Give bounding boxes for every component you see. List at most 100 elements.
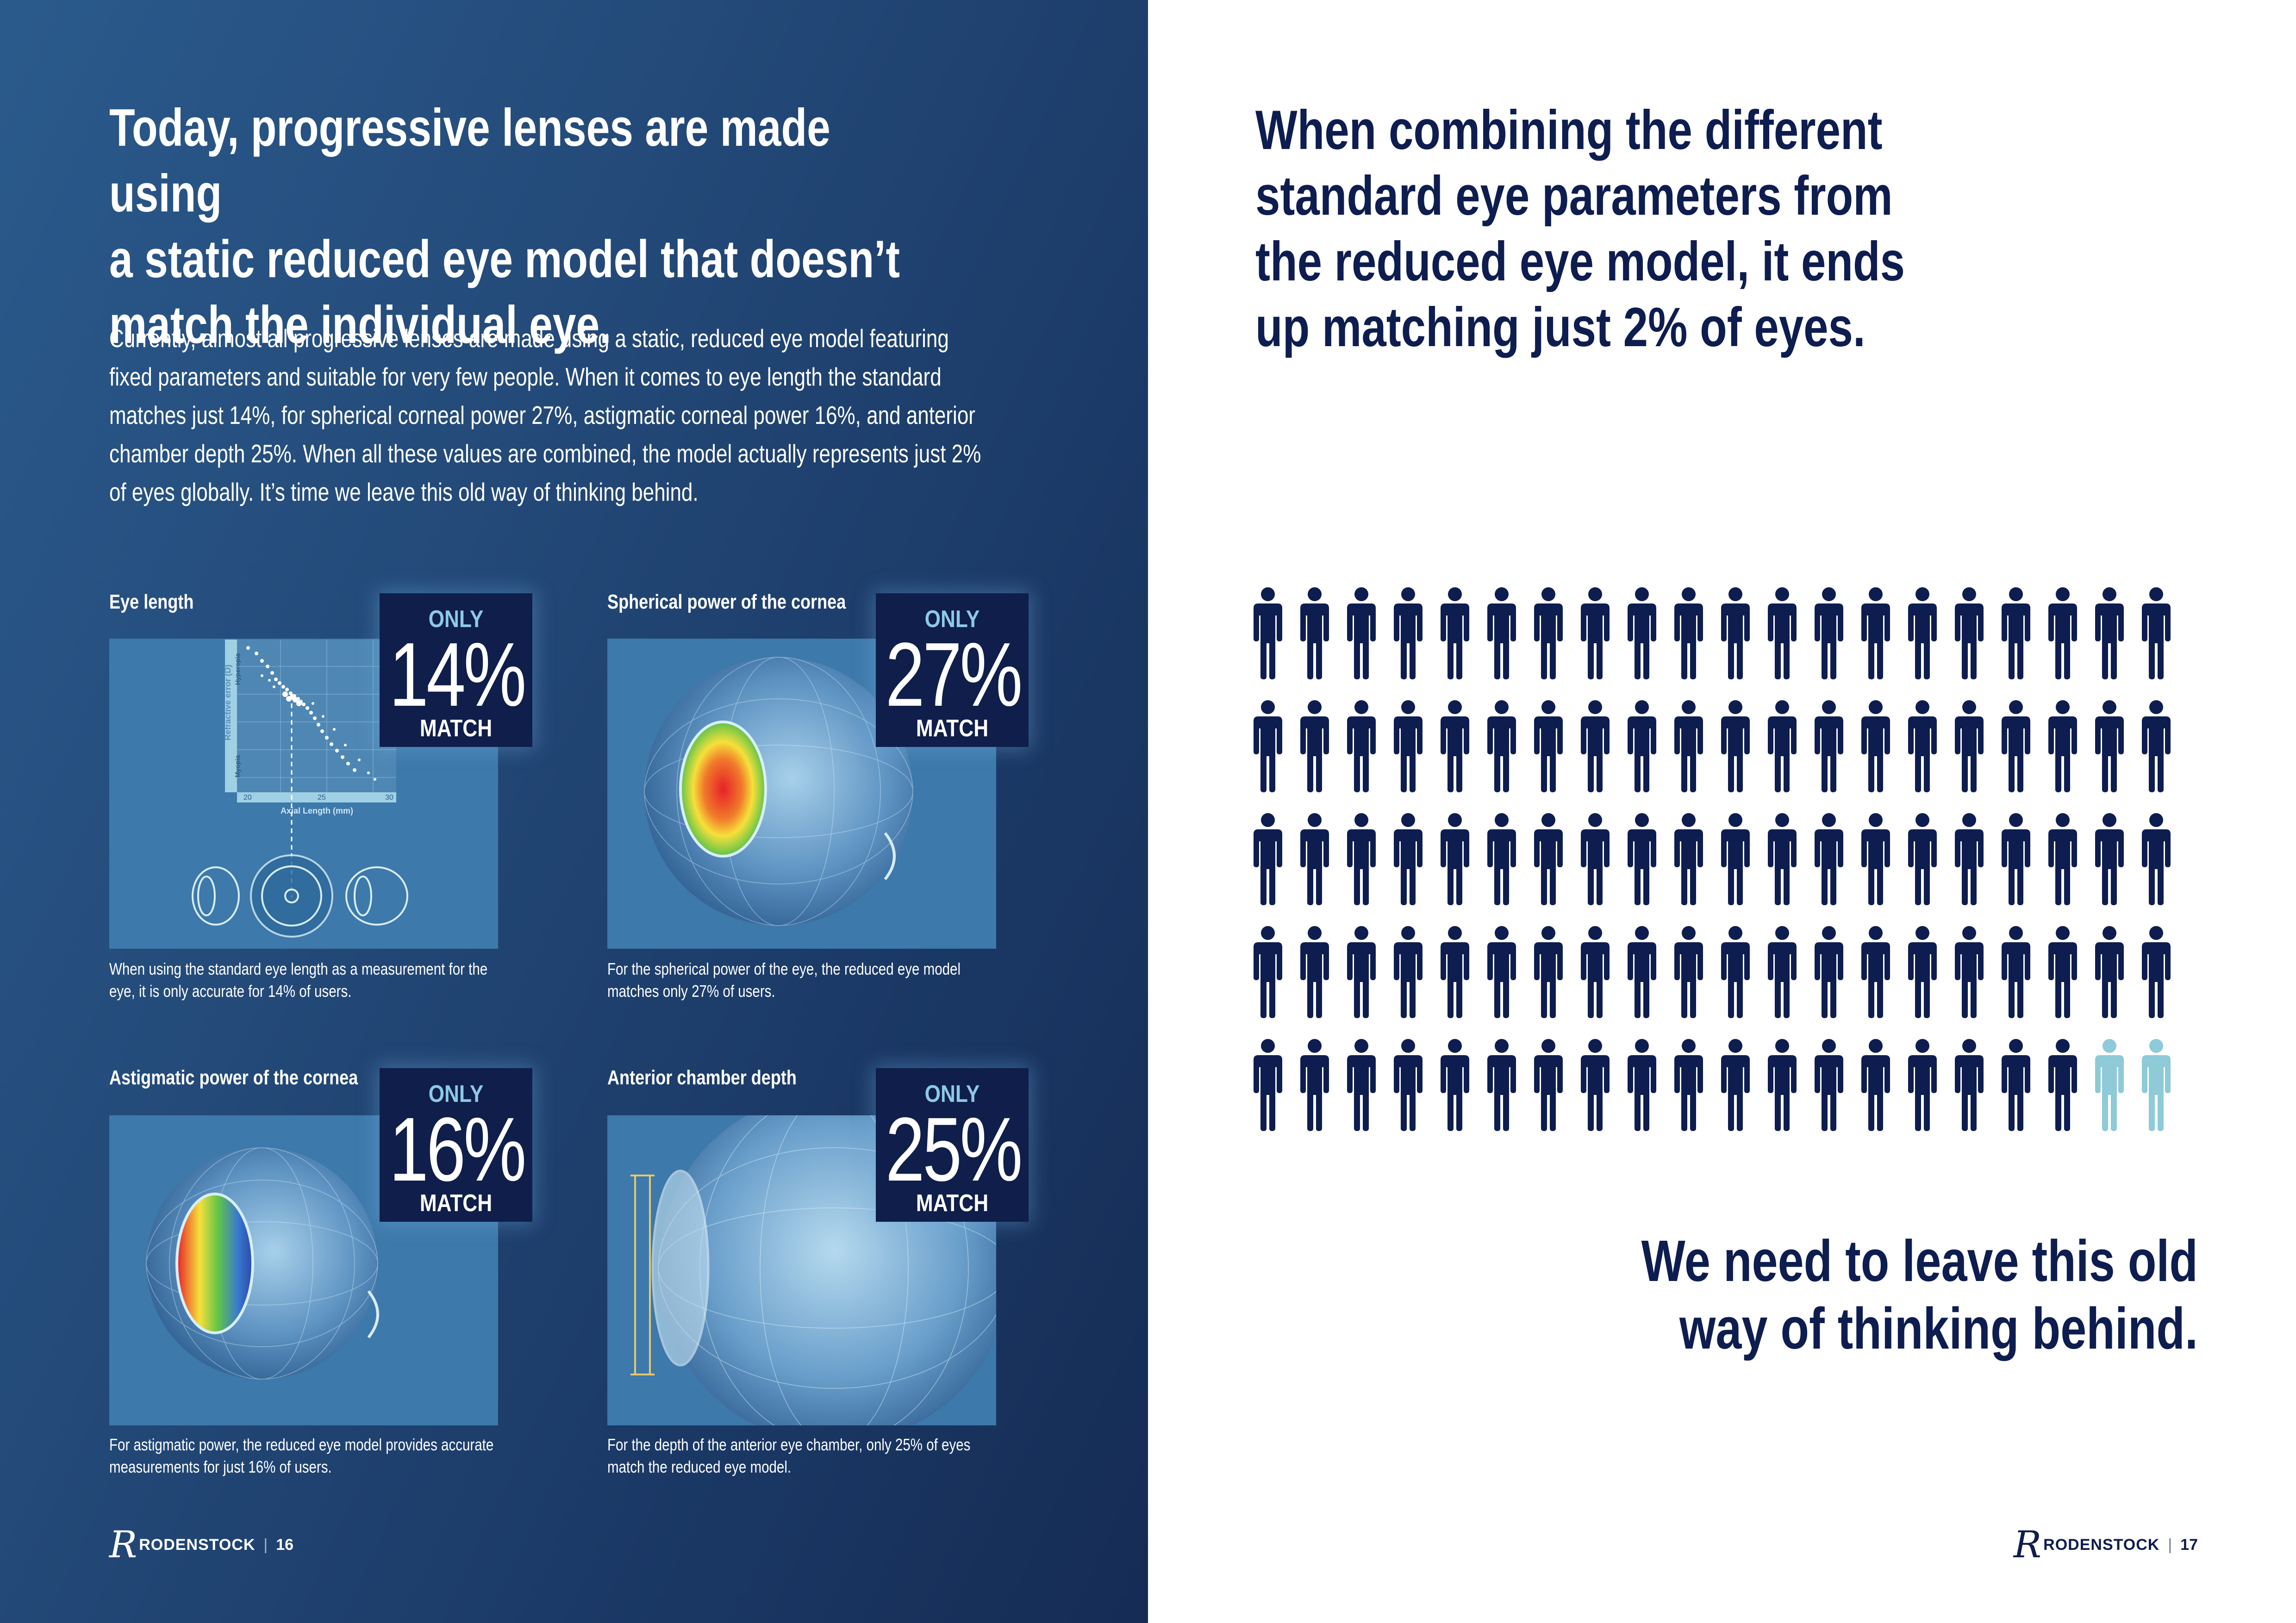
person-icon (1441, 700, 1469, 792)
person-icon (1300, 813, 1329, 905)
rodenstock-logo-icon: R (109, 1523, 137, 1566)
closing-line: way of thinking behind. (1679, 1296, 2198, 1361)
caption-line: measurements for just 16% of users. (109, 1457, 332, 1476)
eye-length-badge: ONLY 14% MATCH (380, 593, 532, 747)
person-icon (1441, 1039, 1469, 1131)
astigmatic-panel (109, 1115, 498, 1425)
left-heading-line: Today, progressive lenses are made using (109, 99, 830, 223)
astigmatic-illustration (146, 1147, 379, 1380)
person-icon (2002, 926, 2030, 1018)
person-icon (1347, 926, 1376, 1018)
footer-separator: | (2168, 1536, 2172, 1554)
person-icon (1768, 813, 1797, 905)
caption-line: For the spherical power of the eye, the … (607, 959, 961, 978)
right-heading: When combining the different standard ey… (1255, 97, 1996, 360)
person-icon (1908, 587, 1937, 679)
badge-percent: 16% (389, 1099, 527, 1200)
person-icon (2142, 813, 2171, 905)
person-icon (1861, 587, 1890, 679)
left-heading-line: a static reduced eye model that doesn’t (109, 230, 900, 289)
person-icon (1815, 926, 1843, 1018)
person-icon (1581, 587, 1610, 679)
footer-separator: | (263, 1536, 268, 1554)
eye-length-caption: When using the standard eye length as a … (109, 958, 496, 1002)
caption-line: When using the standard eye length as a … (109, 959, 488, 978)
person-icon (1861, 1039, 1890, 1131)
chart-xtick: 20 (243, 794, 252, 802)
person-icon (1721, 1039, 1750, 1131)
caption-line: matches only 27% of users. (607, 982, 775, 1001)
badge-only: ONLY (924, 1081, 980, 1107)
badge-match: MATCH (916, 715, 989, 742)
footer-brand: RODENSTOCK (139, 1536, 256, 1554)
person-icon (1861, 813, 1890, 905)
astigmatic-caption: For astigmatic power, the reduced eye mo… (109, 1434, 496, 1478)
person-icon (1955, 1039, 1984, 1131)
person-icon (1674, 700, 1703, 792)
depth-marker (630, 1175, 655, 1375)
footer-left: R RODENSTOCK | 16 (109, 1526, 293, 1563)
caption-line: eye, it is only accurate for 14% of user… (109, 982, 352, 1001)
person-icon (1347, 587, 1376, 679)
person-icon (1300, 700, 1329, 792)
person-icon (2048, 813, 2077, 905)
page-number: 16 (276, 1536, 294, 1554)
person-icon (1815, 1039, 1843, 1131)
person-icon (1581, 926, 1610, 1018)
person-icon (1861, 700, 1890, 792)
badge-match: MATCH (419, 715, 493, 742)
badge-percent: 14% (389, 624, 527, 725)
person-icon (1487, 700, 1516, 792)
person-icon (1674, 587, 1703, 679)
person-icon (1955, 926, 1984, 1018)
person-icon (1394, 1039, 1423, 1131)
person-icon (1674, 813, 1703, 905)
person-icon (1628, 587, 1656, 679)
person-icon (2002, 813, 2030, 905)
person-icon (1534, 587, 1563, 679)
person-icon (1254, 700, 1282, 792)
badge-percent: 27% (885, 624, 1023, 725)
person-icon (1487, 587, 1516, 679)
person-icon (1721, 587, 1750, 679)
chart-xtick: 30 (385, 794, 393, 802)
person-icon (1721, 700, 1750, 792)
person-icon (1534, 813, 1563, 905)
person-icon (1908, 1039, 1937, 1131)
person-icon (2048, 587, 2077, 679)
person-icon (1628, 926, 1656, 1018)
badge-only: ONLY (428, 1081, 484, 1107)
person-icon (1861, 926, 1890, 1018)
person-icon (2095, 813, 2124, 905)
person-icon (2142, 587, 2171, 679)
person-icon (2002, 700, 2030, 792)
badge-only: ONLY (428, 606, 484, 633)
chart-ylabel: Refractive error (D) (223, 665, 232, 740)
person-icon (1394, 700, 1423, 792)
person-icon (1628, 813, 1656, 905)
left-page: Today, progressive lenses are made using… (0, 0, 1148, 1623)
person-icon (1487, 813, 1516, 905)
spherical-title: Spherical power of the cornea (607, 591, 846, 613)
people-figures (1254, 587, 2171, 1131)
person-icon (1815, 700, 1843, 792)
astigmatic-title: Astigmatic power of the cornea (109, 1066, 358, 1089)
person-icon (1300, 1039, 1329, 1131)
spherical-panel (607, 639, 996, 949)
person-icon (1441, 926, 1469, 1018)
page-number: 17 (2180, 1536, 2198, 1554)
chart-xlabel: Axial Length (mm) (281, 806, 353, 815)
person-icon (1768, 1039, 1797, 1131)
person-icon (1534, 700, 1563, 792)
footer-right: R RODENSTOCK | 17 (2014, 1526, 2198, 1563)
spherical-illustration (644, 657, 913, 926)
closing-statement: We need to leave this old way of thinkin… (1605, 1227, 2198, 1362)
person-icon (1441, 587, 1469, 679)
anterior-badge: ONLY 25% MATCH (876, 1068, 1029, 1222)
person-icon (1768, 587, 1797, 679)
right-heading-line: the reduced eye model, it ends (1255, 230, 1905, 292)
intro-paragraph: Currently, almost all progressive lenses… (109, 319, 983, 511)
people-grid (1253, 587, 2171, 1133)
right-heading-line: When combining the different (1255, 99, 1883, 161)
person-icon (1394, 926, 1423, 1018)
